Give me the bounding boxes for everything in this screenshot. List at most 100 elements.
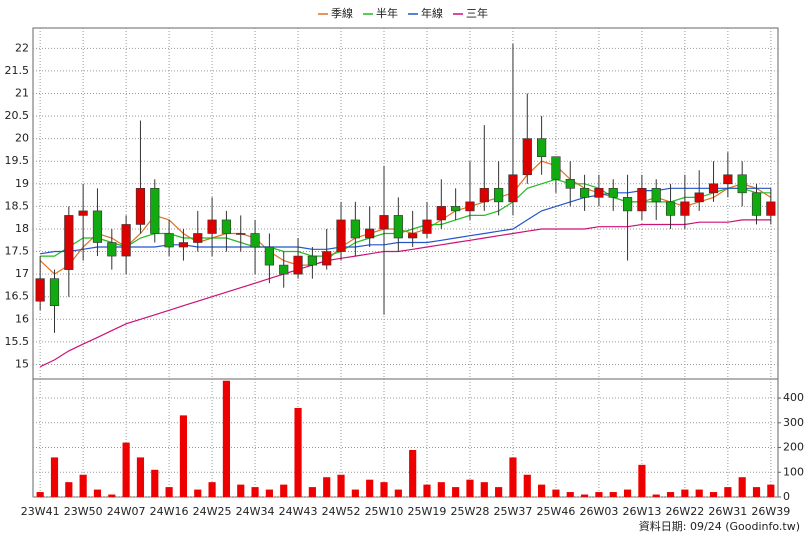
- volume-bar: [695, 489, 703, 497]
- candle-body: [551, 156, 561, 180]
- volume-bar: [251, 487, 259, 497]
- candle-body: [579, 188, 590, 198]
- candle-body: [236, 233, 246, 235]
- candle-body: [35, 278, 45, 302]
- volume-bar: [752, 487, 761, 497]
- legend-label: 季線: [331, 6, 353, 20]
- x-tick-label: 26W13: [622, 505, 661, 518]
- ma-line: [39, 160, 772, 275]
- x-tick-label: 23W50: [64, 505, 103, 518]
- candle-body: [594, 188, 604, 198]
- legend-label: 半年: [376, 6, 398, 20]
- x-tick-label: 24W43: [279, 505, 318, 518]
- y2-tick-label: 100: [783, 465, 804, 478]
- volume-bar: [122, 442, 130, 497]
- y-tick-label: 17: [15, 267, 29, 280]
- volume-bar: [280, 484, 288, 497]
- candle-body: [64, 215, 74, 270]
- candle-body: [537, 138, 547, 158]
- ma-line: [40, 178, 771, 257]
- candle-body: [737, 174, 747, 194]
- candle-body: [422, 219, 432, 234]
- x-tick-label: 24W25: [193, 505, 232, 518]
- x-tick-label: 24W52: [322, 505, 361, 518]
- y-tick-label: 15: [15, 357, 29, 370]
- y2-tick-label: 200: [783, 441, 804, 454]
- y2-tick-label: 0: [783, 490, 790, 503]
- candle-body: [365, 228, 375, 239]
- candle-body: [393, 215, 403, 239]
- volume-bar: [509, 457, 517, 497]
- volume-bar: [609, 492, 617, 497]
- volume-bar: [50, 457, 59, 497]
- y-tick-label: 15.5: [5, 335, 30, 348]
- y-tick-label: 21: [15, 86, 29, 99]
- candle-body: [465, 201, 475, 212]
- volume-bar: [79, 474, 87, 497]
- candle-body: [408, 233, 418, 239]
- volume-bar: [380, 482, 388, 497]
- volume-bar: [108, 494, 116, 497]
- volume-bar: [265, 489, 273, 497]
- volume-bar: [423, 484, 431, 497]
- volume-bar: [767, 484, 775, 497]
- volume-bar: [709, 492, 718, 497]
- candle-body: [49, 278, 60, 307]
- volume-bar: [495, 487, 503, 497]
- candle-body: [264, 246, 274, 266]
- volume-bar: [552, 489, 560, 497]
- candle-body: [723, 174, 733, 185]
- candle-body: [193, 233, 203, 243]
- y-tick-label: 22: [15, 41, 29, 54]
- volume-bar: [638, 464, 646, 497]
- candle-body: [522, 138, 532, 176]
- volume-bar: [351, 489, 359, 497]
- volume-bar: [437, 482, 445, 497]
- x-tick-label: 25W19: [408, 505, 447, 518]
- x-tick-label: 26W31: [708, 505, 747, 518]
- ma-line: [39, 219, 771, 368]
- y-tick-label: 20: [15, 132, 29, 145]
- x-tick-label: 25W46: [536, 505, 575, 518]
- volume-bar: [623, 489, 632, 497]
- volume-bar: [323, 477, 331, 497]
- candle-body: [665, 201, 676, 216]
- y2-tick-label: 300: [783, 416, 804, 429]
- volume-bar: [581, 494, 589, 497]
- candle-body: [307, 255, 317, 266]
- candle-body: [107, 242, 117, 257]
- volume-bar: [738, 477, 746, 497]
- volume-bar: [237, 484, 245, 497]
- volume-bar: [179, 415, 188, 497]
- candle-body: [508, 174, 518, 203]
- volume-bar: [308, 487, 316, 497]
- volume-bar: [93, 489, 102, 497]
- volume-bar: [151, 469, 159, 497]
- candle-body: [150, 188, 160, 234]
- y-tick-label: 17.5: [5, 245, 30, 258]
- candle-body: [608, 188, 618, 198]
- volume-bar: [165, 487, 173, 497]
- volume-bar: [36, 492, 44, 497]
- candle-body: [651, 188, 661, 203]
- y2-tick-label: 400: [783, 391, 804, 404]
- volume-bar: [480, 482, 488, 497]
- candle-body: [565, 178, 575, 189]
- candle-body: [436, 206, 446, 221]
- volume-bar: [523, 474, 531, 497]
- volume-bar: [366, 479, 374, 497]
- candle-body: [479, 188, 489, 203]
- volume-bar: [208, 482, 216, 497]
- plot-frame: [32, 27, 779, 498]
- legend-label: 三年: [466, 6, 488, 20]
- candle-body: [322, 251, 332, 266]
- volume-bar: [666, 492, 675, 497]
- candle-body: [766, 201, 776, 216]
- x-tick-label: 25W28: [451, 505, 490, 518]
- candle-body: [694, 192, 704, 203]
- volume-bar: [136, 457, 145, 497]
- y-tick-label: 16.5: [5, 290, 30, 303]
- candle-body: [279, 264, 289, 275]
- volume-bar: [65, 482, 73, 497]
